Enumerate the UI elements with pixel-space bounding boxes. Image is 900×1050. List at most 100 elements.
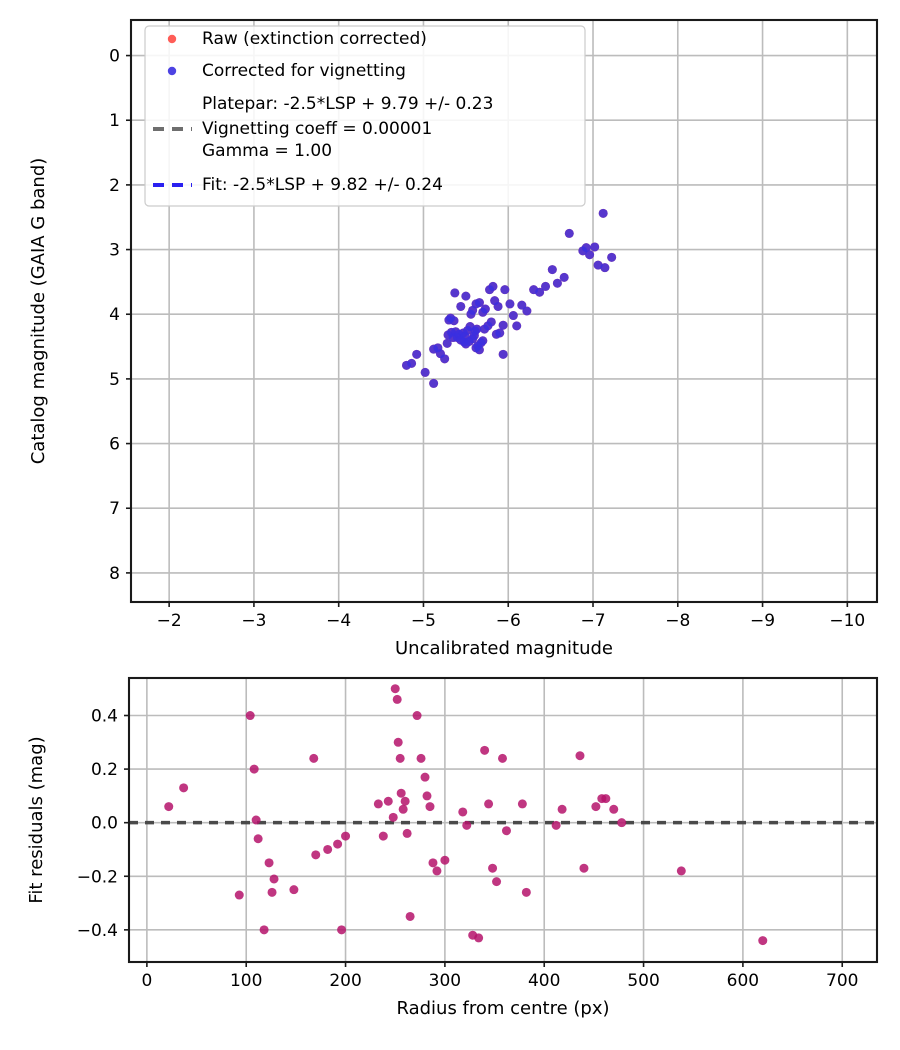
data-point xyxy=(472,324,482,334)
y-tick-label: 6 xyxy=(109,435,120,455)
legend-marker xyxy=(167,66,177,76)
y-tick-label: 2 xyxy=(109,176,120,196)
data-point xyxy=(585,250,595,260)
data-point xyxy=(541,281,551,291)
data-point xyxy=(333,839,343,849)
data-point xyxy=(405,911,415,921)
data-point xyxy=(420,772,430,782)
data-point xyxy=(474,345,484,355)
legend-label: Vignetting coeff = 0.00001 xyxy=(202,119,432,139)
line-fit xyxy=(169,1014,869,1050)
data-point xyxy=(498,320,508,330)
data-point xyxy=(488,863,498,873)
data-point xyxy=(590,242,600,252)
data-point xyxy=(337,925,347,935)
y-tick-label: −0.2 xyxy=(77,867,118,887)
data-point xyxy=(450,288,460,298)
data-point xyxy=(341,831,351,841)
data-point xyxy=(551,820,561,830)
x-tick-label: −2 xyxy=(157,611,182,631)
data-point xyxy=(517,799,527,809)
data-point xyxy=(484,799,494,809)
data-point xyxy=(396,788,406,798)
data-point xyxy=(609,804,619,814)
data-point xyxy=(508,311,518,321)
data-point xyxy=(493,301,503,311)
data-point xyxy=(547,265,557,275)
x-axis-label: Uncalibrated magnitude xyxy=(395,638,613,659)
x-tick-label: −6 xyxy=(496,611,521,631)
x-tick-label: −5 xyxy=(411,611,436,631)
data-point xyxy=(758,936,768,946)
data-point xyxy=(432,866,442,876)
data-point xyxy=(412,711,422,721)
data-point xyxy=(449,316,459,326)
data-point xyxy=(492,877,502,887)
y-axis-label: Catalog magnitude (GAIA G band) xyxy=(28,158,49,465)
data-point xyxy=(579,863,589,873)
data-point xyxy=(249,764,259,774)
data-point xyxy=(575,751,585,761)
y-tick-label: 5 xyxy=(109,370,120,390)
y-tick-label: −0.4 xyxy=(77,921,118,941)
data-point xyxy=(440,354,450,364)
data-point xyxy=(402,828,412,838)
y-tick-label: 4 xyxy=(109,305,120,325)
x-tick-label: 700 xyxy=(826,971,858,991)
x-tick-label: −4 xyxy=(326,611,351,631)
data-point xyxy=(498,753,508,763)
data-point xyxy=(398,804,408,814)
x-tick-label: 300 xyxy=(429,971,461,991)
data-point xyxy=(480,304,490,314)
data-point xyxy=(309,753,319,763)
x-tick-label: −9 xyxy=(750,611,775,631)
data-point xyxy=(598,208,608,218)
y-tick-label: 0.2 xyxy=(91,760,118,780)
axes-photometric-calibration: −2 −3 −4 −5 −6 −7 −8 −9 −10 0 1 2 3 4 5 6 7 8 Uncalibrated… xyxy=(28,18,879,1050)
axes-spines xyxy=(127,676,879,964)
data-point xyxy=(591,802,601,812)
data-point xyxy=(416,753,426,763)
x-tick-label: 100 xyxy=(230,971,262,991)
data-point xyxy=(480,745,490,755)
data-point xyxy=(289,885,299,895)
data-point xyxy=(521,887,531,897)
x-tick-label: −8 xyxy=(665,611,690,631)
legend: Raw (extinction corrected) Corrected for … xyxy=(144,25,586,207)
series-corrected-for-vignetting xyxy=(402,208,617,388)
data-point xyxy=(311,850,321,860)
data-point xyxy=(458,807,468,817)
data-point xyxy=(581,243,591,253)
data-point xyxy=(420,367,430,377)
data-point xyxy=(378,831,388,841)
data-point xyxy=(593,260,603,270)
data-point xyxy=(557,804,567,814)
data-point xyxy=(373,799,383,809)
data-point xyxy=(323,844,333,854)
data-point xyxy=(425,802,435,812)
data-point xyxy=(676,866,686,876)
data-point xyxy=(478,336,488,346)
series-fit-residuals xyxy=(164,684,768,946)
y-tick-label: 0.4 xyxy=(91,707,118,727)
x-tick-label: 500 xyxy=(627,971,659,991)
data-point xyxy=(253,834,263,844)
axes-fit-residuals: 0 100 200 300 400 500 600 700 −0.4 −0.2 0.0 0.2 0.4 R… xyxy=(26,676,879,1019)
data-point xyxy=(601,794,611,804)
data-layer xyxy=(169,208,869,1050)
data-point xyxy=(488,281,498,291)
data-point xyxy=(486,317,496,327)
axes-spines xyxy=(129,18,879,604)
data-point xyxy=(390,684,400,694)
data-point xyxy=(259,925,269,935)
x-axis-label: Radius from centre (px) xyxy=(396,998,609,1019)
data-point xyxy=(512,321,522,331)
data-point xyxy=(412,349,422,359)
legend-label: Fit: -2.5*LSP + 9.82 +/- 0.24 xyxy=(202,175,443,195)
data-point xyxy=(535,287,545,297)
y-tick-label: 0.0 xyxy=(91,814,118,834)
legend-label: Raw (extinction corrected) xyxy=(202,29,427,49)
data-point xyxy=(402,360,412,370)
